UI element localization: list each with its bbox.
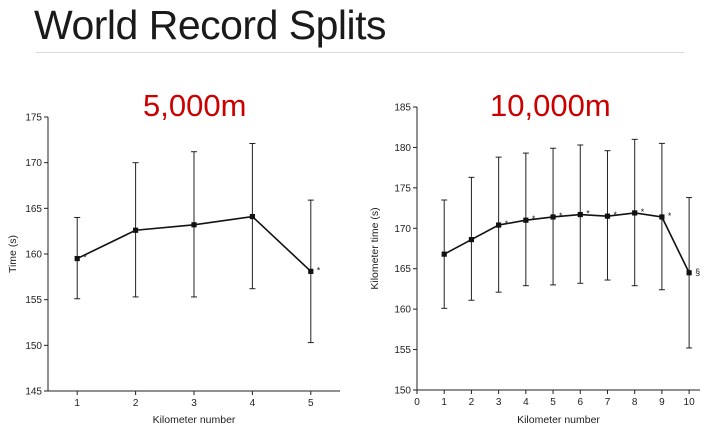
chart-5000m-x-axis-title: Kilometer number <box>153 414 236 426</box>
chart-5000m-y-tick-label: 160 <box>25 250 42 261</box>
chart-10000m-x-tick-label: 9 <box>659 397 665 408</box>
chart-10000m-y-tick-label: 160 <box>394 305 411 316</box>
chart-10000m-significance-marker: * <box>586 209 590 219</box>
chart-5000m-y-tick-label: 150 <box>25 341 42 352</box>
chart-5000m-y-axis-title: Time (s) <box>7 235 19 273</box>
chart-10000m-y-tick-label: 185 <box>394 103 411 114</box>
chart-10000m-x-tick-label: 10 <box>684 397 696 408</box>
chart-heading-10000m: 10,000m <box>490 88 611 123</box>
chart-10000m-data-point <box>496 222 502 228</box>
chart-5000m-data-point <box>74 255 80 262</box>
chart-10000m-y-tick-label: 155 <box>394 345 411 356</box>
chart-10000m-data-point <box>550 214 556 220</box>
chart-10000m-significance-marker: * <box>613 210 617 220</box>
chart-10000m-data-point <box>523 217 529 223</box>
chart-10000m-data-point <box>441 251 447 257</box>
title-divider <box>36 52 684 53</box>
chart-5000m-x-tick-label: 1 <box>74 398 80 409</box>
chart-10000m-y-tick-label: 180 <box>394 143 411 154</box>
chart-10000m-series-line <box>443 212 690 274</box>
chart-10000m-y-tick-label: 165 <box>394 264 411 275</box>
chart-5000m-data-point <box>133 227 139 233</box>
chart-10000m-significance-marker: * <box>559 211 563 221</box>
chart-10000m-y-axis-title: Kilometer time (s) <box>369 207 381 289</box>
chart-5000m-y-tick-label: 170 <box>25 158 42 169</box>
chart-5000m-y-tick-label: 155 <box>25 295 42 306</box>
chart-10000m-significance-marker: * <box>532 214 536 224</box>
chart-10000m-data-point <box>632 210 638 216</box>
chart-10000m-y-tick-label: 150 <box>394 386 411 397</box>
chart-10000m-x-tick-label: 8 <box>632 397 638 408</box>
chart-5000m-y-tick-label: 165 <box>25 204 42 215</box>
chart-10000m-data-point <box>468 237 475 243</box>
chart-10000m-x-tick-label: 5 <box>550 397 556 408</box>
chart-5000m-x-tick-label: 4 <box>250 398 256 409</box>
chart-heading-5000m: 5,000m <box>143 88 247 123</box>
chart-10000m-y-tick-label: 170 <box>394 224 411 235</box>
chart-10000m-significance-marker: * <box>505 219 509 229</box>
chart-10000m-x-tick-label: 1 <box>441 397 447 408</box>
chart-10000m-significance-marker: * <box>668 211 672 221</box>
chart-10000m-x-tick-label: 6 <box>577 397 583 408</box>
slide-title: World Record Splits <box>34 2 387 48</box>
chart-5000m-data-point <box>191 222 197 228</box>
chart-10000m-x-tick-label: 0 <box>414 397 420 408</box>
chart-10000m-y-tick-label: 175 <box>394 183 411 194</box>
chart-10000m-data-point <box>686 270 692 276</box>
chart-5000m-significance-marker: * <box>317 265 321 275</box>
chart-10000m-significance-marker: * <box>641 207 645 217</box>
chart-10000m-x-axis-title: Kilometer number <box>517 414 600 426</box>
chart-10000m-data-point <box>604 213 611 219</box>
chart-5000m-significance-marker: * <box>83 253 87 263</box>
chart-5000m-x-tick-label: 3 <box>191 398 197 409</box>
chart-5000m-y-tick-label: 175 <box>25 113 42 124</box>
chart-10000m-x-tick-label: 7 <box>605 397 611 408</box>
chart-10000m-data-point <box>659 214 665 220</box>
chart-10000m-significance-marker: § <box>695 267 700 277</box>
chart-10000m-x-tick-label: 2 <box>469 397 475 408</box>
chart-10000m-data-point <box>577 211 583 218</box>
chart-5000m-data-point <box>249 213 255 220</box>
chart-10000m-x-tick-label: 3 <box>496 397 502 408</box>
chart-5000m-y-tick-label: 145 <box>25 387 42 398</box>
chart-10000m-x-tick-label: 4 <box>523 397 529 408</box>
chart-5000m-data-point <box>308 268 314 274</box>
chart-5000m-x-tick-label: 2 <box>133 398 139 409</box>
chart-5000m-x-tick-label: 5 <box>308 398 314 409</box>
